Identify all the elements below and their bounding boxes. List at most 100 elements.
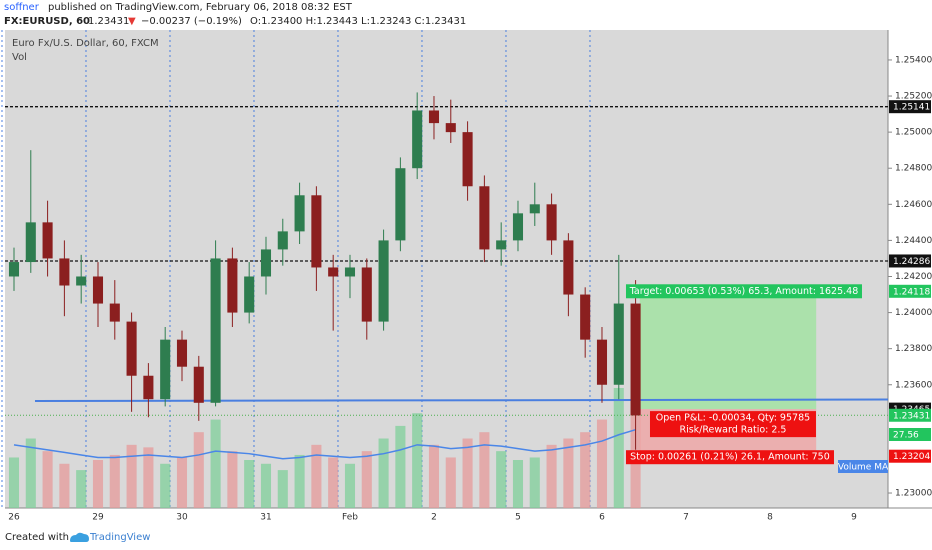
volume-bar — [260, 463, 272, 508]
price-tag-box — [889, 449, 931, 463]
volume-bar — [445, 457, 456, 508]
volume-bar — [529, 457, 540, 508]
series-title: Euro Fx/U.S. Dollar, 60, FXCM — [12, 38, 159, 49]
y-tick-label: 1.24400 — [895, 236, 932, 246]
volume-bar — [596, 419, 608, 508]
x-tick-label: 7 — [683, 513, 689, 523]
stop-label: Stop: 0.00261 (0.21%) 26.1, Amount: 750 — [630, 452, 830, 463]
volume-tag: 27.56 — [893, 431, 919, 441]
ratio-label: Risk/Reward Ratio: 2.5 — [679, 425, 786, 436]
price-tag: 1.24118 — [893, 287, 930, 297]
price-tag-box — [889, 284, 931, 298]
candle-body — [428, 110, 440, 124]
change-arrow: ▼ — [128, 16, 136, 27]
candle-body — [328, 267, 339, 277]
volume-bar — [512, 460, 524, 508]
volume-bar — [193, 432, 204, 508]
x-tick-label: 8 — [767, 513, 773, 523]
candle-body — [445, 123, 456, 133]
x-tick-label: 30 — [176, 513, 188, 523]
y-tick-label: 1.25000 — [895, 128, 932, 138]
y-tick-label: 1.24800 — [895, 164, 932, 174]
volume-bar — [462, 438, 473, 508]
candle-body — [59, 258, 70, 286]
y-tick-label: 1.23600 — [895, 380, 932, 390]
candle-body — [277, 231, 288, 250]
candle-body — [546, 204, 557, 241]
volume-bar — [428, 444, 440, 508]
candle-body — [193, 366, 204, 403]
volume-bar — [563, 438, 574, 508]
volume-bar — [311, 444, 322, 508]
y-tick-label: 1.23800 — [895, 344, 932, 354]
created-with: Created with — [5, 532, 69, 543]
candle-body — [512, 213, 524, 241]
volume-bar — [244, 460, 255, 508]
volume-bar — [59, 463, 70, 508]
volume-bar — [479, 432, 490, 508]
candle-body — [8, 262, 20, 277]
x-tick-label: 29 — [92, 513, 104, 523]
y-tick-label: 1.24200 — [895, 272, 932, 282]
volume-bar — [176, 457, 188, 508]
volume-bar — [25, 438, 36, 508]
candle-body — [143, 375, 154, 400]
trend-line — [34, 398, 889, 402]
candle-body — [76, 276, 87, 286]
stop-label-box — [625, 450, 834, 465]
published-note: published on TradingView.com, February 0… — [48, 2, 353, 13]
candle-body — [311, 195, 322, 268]
change: −0.00237 (−0.19%) — [141, 16, 242, 27]
candle-body — [613, 303, 624, 385]
volume-bar — [210, 419, 221, 508]
volume-bar — [8, 457, 20, 508]
volume-bar — [126, 444, 137, 508]
plot-layer — [1, 30, 889, 508]
brand-logo — [70, 532, 89, 542]
candle-body — [260, 249, 272, 277]
volume-bar — [42, 451, 53, 508]
price-tag: 1.24286 — [893, 257, 930, 267]
candle-body — [496, 240, 507, 250]
candle-body — [378, 240, 389, 322]
price-tag: 1.23431 — [893, 411, 930, 421]
volume-bar — [143, 447, 154, 508]
volume-bar — [496, 451, 507, 508]
candle-body — [412, 110, 423, 169]
candle-body — [462, 132, 473, 187]
x-tick-label: 31 — [260, 513, 271, 523]
volume-bar — [227, 451, 238, 508]
x-tick-label: 2 — [431, 513, 437, 523]
volume-bar — [613, 388, 624, 508]
volume-bar — [92, 460, 104, 508]
last-price: 1.23431 — [88, 16, 129, 27]
pnl-label-box — [649, 411, 816, 438]
x-tick-label: 6 — [599, 513, 605, 523]
volume-bar — [76, 470, 87, 508]
volume-title: Vol — [12, 52, 27, 63]
volume-ma-line — [13, 428, 636, 460]
candle-body — [529, 204, 540, 214]
candle-body — [244, 276, 255, 313]
volume-bar — [277, 470, 288, 508]
price-tag-box — [889, 100, 931, 114]
price-tag-box — [889, 408, 931, 422]
candle-body — [395, 168, 406, 241]
volume-bar — [328, 457, 339, 508]
brand: TradingView — [89, 532, 150, 543]
volume-bar — [378, 438, 389, 508]
y-tick-label: 1.25200 — [895, 92, 932, 102]
volume-bar — [361, 451, 372, 508]
y-tick-label: 1.25400 — [895, 55, 932, 65]
volume-ma-label-box — [838, 460, 888, 473]
y-tick-label: 1.24000 — [895, 308, 932, 318]
target-zone — [639, 291, 817, 410]
candle-body — [361, 267, 372, 322]
ohlc: O:1.23400 H:1.23443 L:1.23243 C:1.23431 — [250, 16, 466, 27]
volume-bar — [412, 413, 423, 508]
y-tick-label: 1.24600 — [895, 200, 932, 210]
candle-body — [25, 222, 36, 263]
candle-body — [176, 339, 188, 367]
volume-ma-label: Volume MA — [838, 463, 889, 473]
